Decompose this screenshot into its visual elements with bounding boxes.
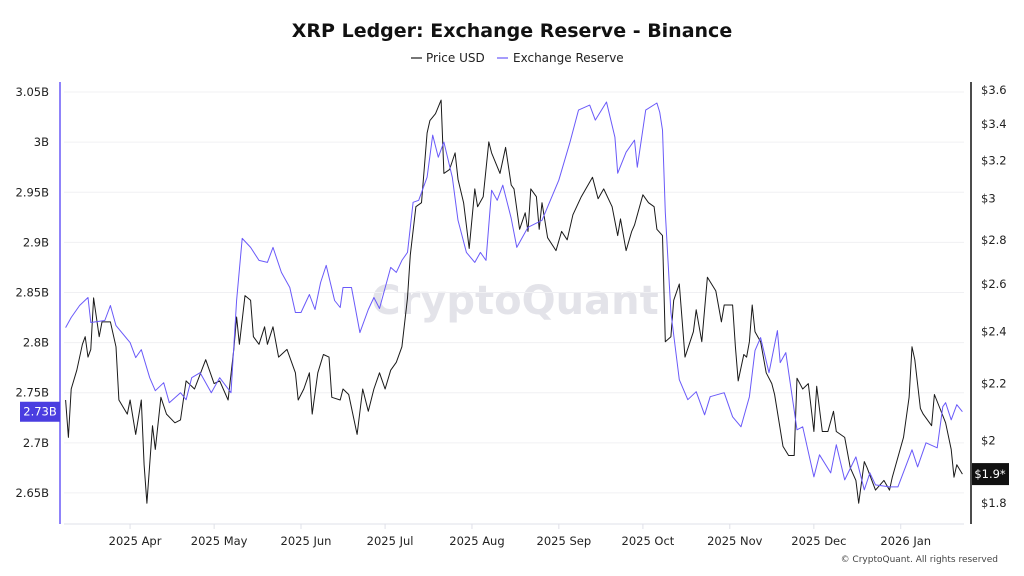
left-tick-label: 2.9B	[23, 235, 49, 249]
right-tick-label: $2.2	[981, 377, 1007, 391]
series-line	[65, 101, 963, 491]
series-lines	[65, 99, 963, 504]
chart-title: XRP Ledger: Exchange Reserve - Binance	[292, 20, 732, 42]
legend: Price USD Exchange Reserve	[411, 51, 624, 65]
left-tick-label: 2.8B	[23, 336, 49, 350]
x-tick-label: 2025 Oct	[622, 534, 675, 548]
left-tick-label: 2.85B	[16, 285, 50, 299]
right-tick-label: $1.8	[981, 496, 1007, 510]
watermark: CryptoQuant	[371, 278, 658, 324]
axes	[59, 82, 972, 529]
current-price-badge: $1.9*	[972, 463, 1009, 486]
legend-label-reserve: Exchange Reserve	[513, 51, 624, 65]
left-tick-label: 2.75B	[16, 386, 50, 400]
current-reserve-badge-bg	[20, 401, 60, 422]
right-tick-label: $2.4	[981, 325, 1007, 339]
x-tick-label: 2025 Jul	[367, 534, 414, 548]
x-tick-label: 2025 Apr	[109, 534, 162, 548]
right-tick-label: $3.4	[981, 117, 1007, 131]
x-tick-label: 2025 Dec	[791, 534, 846, 548]
series-exchange-reserve	[65, 101, 963, 491]
x-tick-label: 2025 Aug	[449, 534, 504, 548]
gridlines	[64, 91, 964, 494]
left-tick-label: 2.95B	[16, 185, 50, 199]
x-tick-label: 2025 May	[191, 534, 248, 548]
right-tick-label: $2.8	[981, 233, 1007, 247]
x-tick-label: 2025 Jun	[281, 534, 332, 548]
right-tick-label: $2.6	[981, 277, 1007, 291]
current-reserve-label: 2.73B	[23, 405, 57, 419]
legend-label-price: Price USD	[426, 51, 485, 65]
axis-labels: 3.05B 3B 2.95B 2.9B 2.85B 2.8B 2.75B 2.7B 2.65B $…	[16, 83, 1009, 548]
left-tick-label: 3.05B	[16, 85, 50, 99]
right-tick-label: $2	[981, 433, 996, 447]
left-tick-label: 2.7B	[23, 436, 49, 450]
series-line	[65, 99, 963, 504]
legend-item-reserve[interactable]: Exchange Reserve	[497, 51, 624, 65]
left-tick-label: 3B	[34, 135, 49, 149]
x-tick-label: 2026 Jan	[880, 534, 931, 548]
current-price-label: $1.9*	[974, 467, 1006, 481]
left-tick-label: 2.65B	[16, 486, 50, 500]
legend-item-price[interactable]: Price USD	[411, 51, 485, 65]
current-price-badge-bg	[972, 463, 1009, 486]
right-tick-label: $3.6	[981, 83, 1007, 97]
footer-copyright: © CryptoQuant. All rights reserved	[841, 555, 998, 565]
x-tick-label: 2025 Nov	[707, 534, 763, 548]
x-tick-label: 2025 Sep	[537, 534, 592, 548]
right-tick-label: $3.2	[981, 153, 1007, 167]
right-tick-label: $3	[981, 192, 996, 206]
current-reserve-badge: 2.73B	[20, 401, 60, 422]
